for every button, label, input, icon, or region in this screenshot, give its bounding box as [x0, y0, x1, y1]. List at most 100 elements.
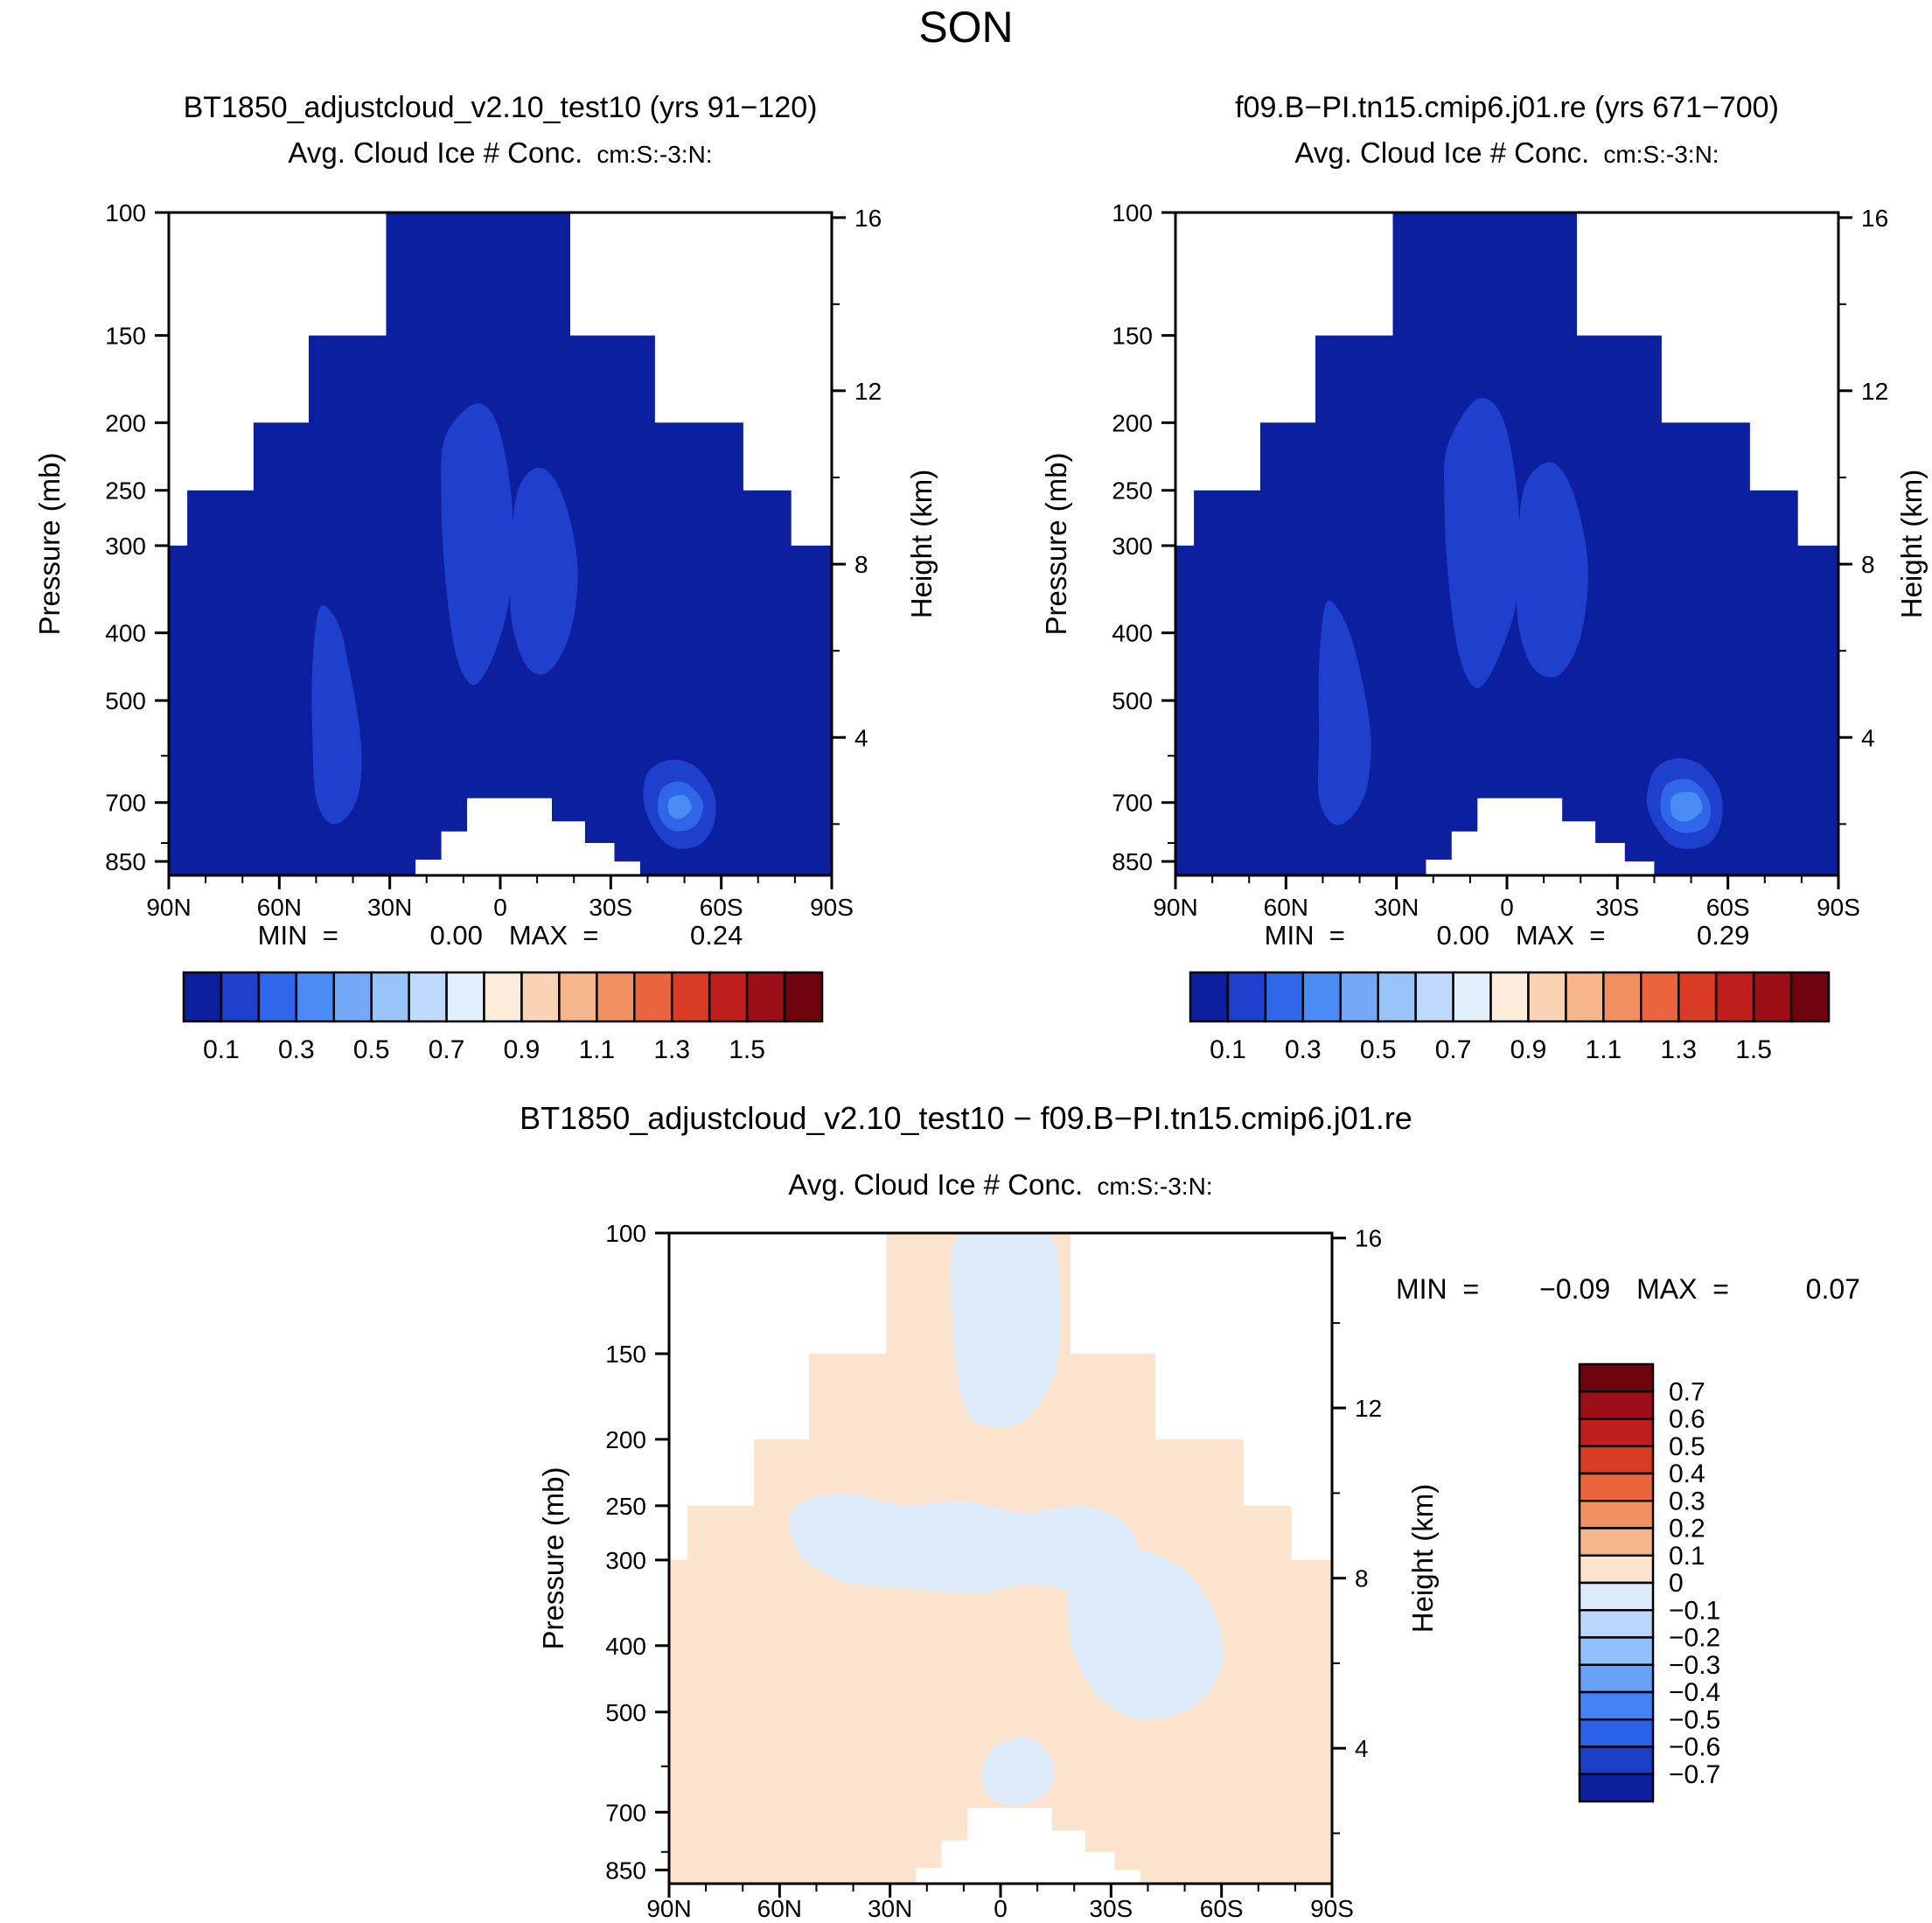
svg-text:0: 0: [994, 1895, 1008, 1922]
svg-text:4: 4: [1861, 724, 1875, 751]
svg-text:200: 200: [1112, 409, 1153, 436]
svg-text:0.5: 0.5: [1360, 1035, 1397, 1064]
svg-text:700: 700: [105, 790, 146, 817]
panel-a-max-value: 0.24: [689, 920, 743, 951]
svg-text:30S: 30S: [589, 894, 632, 921]
svg-text:−0.3: −0.3: [1669, 1651, 1720, 1680]
panel-c-min-label: MIN =: [1396, 1273, 1480, 1305]
panel-c-subtitle-row: Avg. Cloud Ice # Conc. cm:S:-3:N:: [651, 1168, 1350, 1202]
svg-text:16: 16: [1861, 205, 1888, 232]
panel-a-stats: MIN = 0.00 MAX = 0.24: [150, 920, 850, 951]
svg-text:200: 200: [605, 1426, 646, 1453]
svg-text:0.3: 0.3: [1285, 1035, 1322, 1064]
panel-c-height-axis-label: Height (km): [1406, 1483, 1439, 1634]
svg-text:16: 16: [854, 205, 882, 232]
svg-text:30N: 30N: [1374, 894, 1419, 921]
svg-text:0.2: 0.2: [1669, 1515, 1705, 1543]
svg-text:16: 16: [1355, 1225, 1382, 1252]
svg-text:60N: 60N: [1264, 894, 1308, 921]
svg-text:0.3: 0.3: [278, 1035, 315, 1064]
svg-text:0: 0: [1669, 1569, 1684, 1598]
svg-text:90S: 90S: [1310, 1895, 1354, 1922]
svg-text:0.1: 0.1: [203, 1035, 240, 1064]
panel-b-max-label: MAX =: [1515, 920, 1606, 951]
svg-text:−0.7: −0.7: [1669, 1760, 1720, 1789]
svg-text:850: 850: [1112, 848, 1153, 875]
svg-text:100: 100: [605, 1220, 646, 1247]
panel-b-colorbar: 0.1 0.3 0.5 0.7 0.9 1.1 1.3 1.5: [1189, 971, 1831, 1064]
svg-text:150: 150: [1112, 323, 1153, 350]
svg-text:60N: 60N: [757, 1895, 802, 1922]
svg-text:4: 4: [1355, 1735, 1369, 1762]
svg-text:700: 700: [605, 1799, 646, 1826]
svg-text:30S: 30S: [1089, 1895, 1133, 1922]
panel-b: 90N 60N 30N 0 30S 60S 90S 100 150 200 250 300 400 500…: [1112, 199, 1888, 921]
panel-a-subtitle-row: Avg. Cloud Ice # Conc. cm:S:-3:N:: [150, 136, 850, 170]
panel-a-max-label: MAX =: [508, 920, 599, 951]
svg-text:12: 12: [1355, 1395, 1382, 1422]
panel-b-pressure-axis-label: Pressure (mb): [1040, 452, 1072, 636]
svg-text:400: 400: [1112, 620, 1153, 647]
svg-text:60S: 60S: [700, 894, 743, 921]
svg-text:−0.2: −0.2: [1669, 1624, 1720, 1653]
svg-text:850: 850: [105, 848, 146, 875]
panel-b-subtitle-row: Avg. Cloud Ice # Conc. cm:S:-3:N:: [1157, 136, 1857, 170]
svg-text:8: 8: [1355, 1565, 1369, 1592]
svg-text:−0.6: −0.6: [1669, 1733, 1720, 1762]
svg-text:−0.5: −0.5: [1669, 1705, 1720, 1734]
panel-a-units: cm:S:-3:N:: [596, 141, 713, 168]
panel-a-pressure-axis-label: Pressure (mb): [33, 452, 66, 636]
svg-text:90S: 90S: [1817, 894, 1860, 921]
svg-text:90N: 90N: [146, 894, 191, 921]
svg-text:30N: 30N: [367, 894, 412, 921]
svg-text:150: 150: [605, 1341, 646, 1368]
panel-b-subtitle: Avg. Cloud Ice # Conc.: [1294, 136, 1590, 169]
panel-b-title: f09.B−PI.tn15.cmip6.j01.re (yrs 671−700): [1235, 91, 1779, 124]
svg-text:250: 250: [605, 1493, 646, 1520]
svg-text:0.4: 0.4: [1669, 1460, 1705, 1488]
svg-text:1.3: 1.3: [653, 1035, 690, 1064]
panel-c-title: BT1850_adjustcloud_v2.10_test10 − f09.B−…: [520, 1100, 1412, 1136]
panel-b-height-axis-label: Height (km): [1895, 469, 1928, 619]
svg-text:8: 8: [854, 551, 868, 578]
svg-text:500: 500: [105, 687, 146, 714]
svg-text:30S: 30S: [1595, 894, 1639, 921]
panel-b-units: cm:S:-3:N:: [1603, 141, 1719, 168]
svg-text:250: 250: [1112, 477, 1153, 505]
panel-c-max-label: MAX =: [1636, 1273, 1729, 1305]
svg-text:0.5: 0.5: [1669, 1432, 1705, 1461]
panel-c-units: cm:S:-3:N:: [1097, 1173, 1213, 1200]
panel-a-min-value: 0.00: [429, 920, 483, 951]
svg-text:0.7: 0.7: [429, 1035, 465, 1064]
panel-b-min-value: 0.00: [1436, 920, 1489, 951]
svg-text:0: 0: [1500, 894, 1514, 921]
svg-text:1.1: 1.1: [1585, 1035, 1622, 1064]
svg-text:0.7: 0.7: [1435, 1035, 1472, 1064]
svg-text:60S: 60S: [1200, 1895, 1244, 1922]
panel-c-stats: MIN = −0.09 MAX = 0.07: [1396, 1273, 1860, 1306]
svg-text:60S: 60S: [1706, 894, 1750, 921]
svg-text:250: 250: [105, 477, 146, 505]
svg-text:1.5: 1.5: [1735, 1035, 1772, 1064]
svg-text:−0.4: −0.4: [1669, 1678, 1720, 1707]
svg-text:60N: 60N: [257, 894, 302, 921]
svg-text:12: 12: [1861, 378, 1888, 405]
panel-b-max-value: 0.29: [1696, 920, 1750, 951]
svg-text:700: 700: [1112, 790, 1153, 817]
svg-text:0: 0: [493, 894, 507, 921]
panel-c: 90N 60N 30N 0 30S 60S 90S 100 150 200 250 300 400 500…: [605, 1220, 1382, 1922]
svg-text:90S: 90S: [810, 894, 854, 921]
svg-text:500: 500: [1112, 687, 1153, 714]
svg-text:400: 400: [605, 1633, 646, 1660]
svg-text:400: 400: [105, 620, 146, 647]
panel-b-min-label: MIN =: [1264, 920, 1345, 951]
panel-a-title: BT1850_adjustcloud_v2.10_test10 (yrs 91−…: [183, 91, 818, 124]
svg-text:300: 300: [1112, 533, 1153, 560]
panel-c-max-value: 0.07: [1805, 1273, 1860, 1305]
panel-c-colorbar: 0.70.60.50.40.30.20.10−0.1−0.2−0.3−0.4−0…: [1578, 1362, 1720, 1803]
svg-text:0.1: 0.1: [1210, 1035, 1246, 1064]
svg-text:0.9: 0.9: [504, 1035, 541, 1064]
figure-title: SON: [918, 3, 1014, 52]
